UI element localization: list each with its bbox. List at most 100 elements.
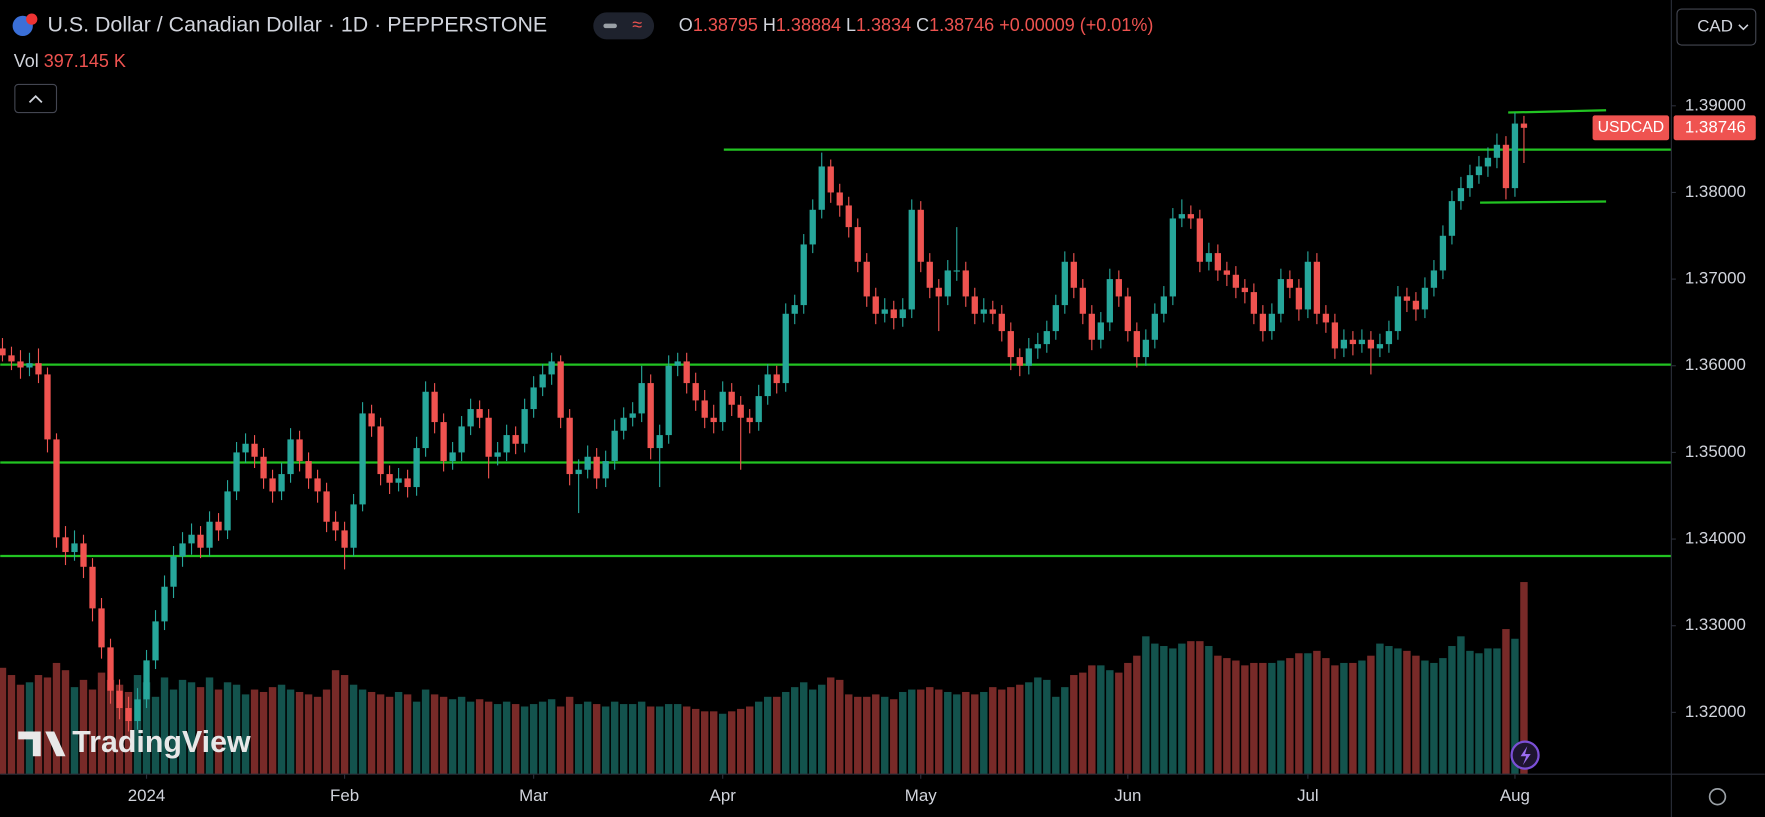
volume-bar — [1016, 684, 1024, 775]
candle-body — [1259, 313, 1267, 332]
volume-bar — [1079, 672, 1087, 775]
candle-body — [1115, 279, 1122, 297]
candle-body — [485, 417, 492, 457]
volume-bar — [556, 706, 565, 775]
candle-body — [314, 478, 321, 492]
volume-bar — [1340, 662, 1348, 775]
candle-body — [341, 530, 348, 548]
candle-body — [152, 621, 159, 661]
volume-bar — [1241, 665, 1249, 775]
candle-body — [719, 391, 726, 423]
candle-body — [953, 270, 960, 272]
volume-bar — [1106, 670, 1114, 775]
toggle-dash — [603, 23, 617, 29]
candle-body — [1052, 305, 1059, 332]
candle-body — [197, 534, 204, 548]
volume-bar — [16, 684, 25, 775]
candle-body — [125, 708, 132, 722]
volume-bar — [592, 704, 601, 775]
volume-bar — [520, 706, 529, 775]
watermark: TradingView — [72, 725, 251, 759]
candle-body — [440, 422, 447, 462]
candle-body — [899, 309, 906, 319]
volume-bar — [1187, 641, 1195, 775]
collapse-chevron — [28, 94, 43, 104]
last-price-tag — [1673, 115, 1756, 141]
candle-body — [854, 227, 861, 262]
candle-body — [1412, 300, 1420, 310]
candle-body — [701, 400, 708, 418]
candle-body — [8, 355, 15, 362]
last-price-label: 1.38746 — [1685, 117, 1746, 136]
candle-body — [755, 396, 762, 423]
candle-body — [980, 309, 987, 314]
volume-bar — [412, 701, 421, 775]
ohlc-letter: H — [763, 15, 776, 35]
volume-bar — [1277, 660, 1285, 775]
volume-bar — [1358, 660, 1366, 775]
candle-body — [575, 469, 582, 475]
volume-bar — [1007, 687, 1015, 775]
candle-body — [377, 426, 384, 475]
volume-bar — [151, 696, 160, 775]
volume-bar — [637, 701, 646, 775]
volume-bar — [547, 699, 556, 775]
volume-bar — [367, 691, 376, 775]
volume-bar — [1331, 665, 1339, 775]
volume-bar — [700, 711, 709, 775]
candle-body — [1457, 188, 1465, 202]
volume-bar — [1124, 662, 1132, 775]
candle-body — [143, 660, 150, 700]
volume-bar — [493, 704, 502, 775]
volume-bar — [1205, 646, 1213, 775]
volume-bar — [394, 691, 403, 775]
candle-body — [539, 374, 546, 388]
volume-bar — [619, 704, 628, 775]
currency-button[interactable] — [1676, 8, 1757, 46]
candle-body — [386, 474, 393, 483]
volume-bar — [827, 677, 835, 775]
volume-bar — [863, 696, 871, 775]
candle-body — [422, 391, 429, 449]
volume-bar — [1061, 687, 1069, 775]
volume-bar — [1367, 655, 1375, 775]
volume-bar — [430, 694, 439, 775]
candle-body — [692, 383, 699, 401]
lightning-icon — [1520, 746, 1531, 766]
volume-bar — [673, 704, 682, 775]
settings-icon[interactable] — [1708, 788, 1727, 806]
volume-bar — [61, 670, 70, 775]
volume-bar — [1043, 679, 1051, 775]
volume-bar — [25, 682, 34, 775]
volume-bar — [1448, 646, 1456, 775]
candle-body — [944, 270, 951, 297]
volume-bar — [610, 701, 619, 775]
x-tick-label: Aug — [1500, 786, 1530, 805]
ohlc-letter: L — [846, 15, 856, 35]
candle-body — [368, 413, 375, 427]
x-tick-label: 2024 — [128, 786, 166, 805]
candle-body — [620, 417, 627, 431]
candle-body — [359, 413, 366, 505]
ohlc-readout: O1.38795 H1.38884 L1.3834 C1.38746 +0.00… — [679, 15, 1154, 35]
candle-body — [926, 261, 933, 288]
volume-bar — [1376, 643, 1384, 775]
candle-body — [1043, 331, 1050, 345]
volume-bar — [529, 704, 538, 775]
candle-body — [791, 305, 798, 314]
volume-bar — [106, 679, 115, 775]
volume-bar — [439, 696, 448, 775]
volume-bar — [1223, 658, 1231, 775]
candle-body — [863, 261, 870, 297]
toggle-pill[interactable] — [593, 12, 655, 40]
candle-body — [737, 404, 744, 418]
volume-bar — [1160, 646, 1168, 775]
collapse-button[interactable] — [14, 83, 58, 114]
volume-bar — [7, 675, 16, 775]
candle-body — [188, 534, 195, 544]
candle-body — [287, 439, 294, 475]
volume-bar — [1385, 646, 1393, 775]
candle-body — [251, 443, 258, 457]
volume-bar — [457, 696, 466, 775]
volume-bar — [277, 684, 286, 775]
